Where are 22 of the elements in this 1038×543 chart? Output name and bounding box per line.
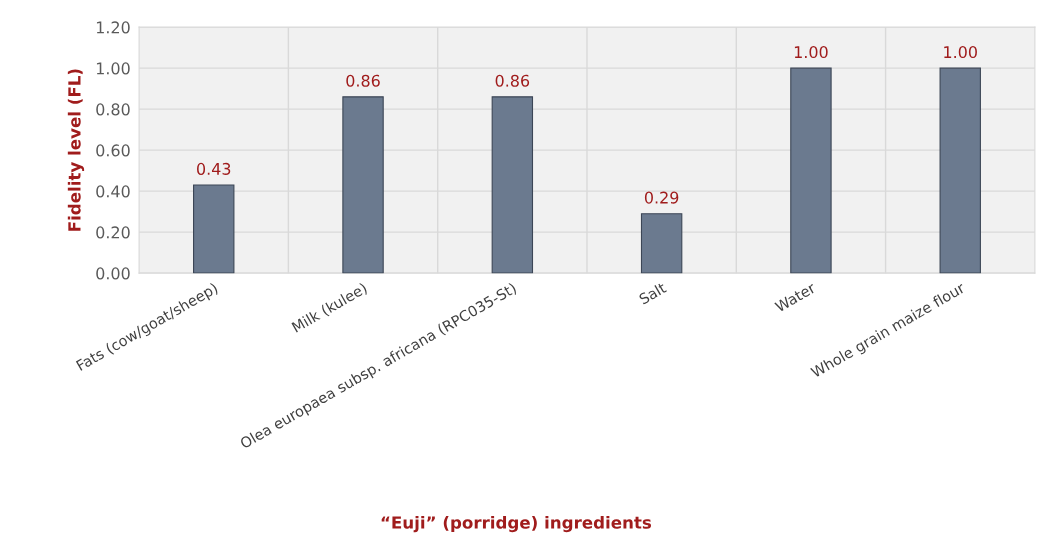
y-tick-label: 0.40	[96, 185, 130, 198]
y-tick-label: 0.20	[96, 226, 130, 239]
data-label: 1.00	[794, 46, 828, 59]
data-label: 1.00	[944, 46, 977, 59]
y-axis-title: Fidelity level (FL)	[67, 69, 85, 231]
y-tick-label: 1.20	[96, 21, 130, 34]
bar	[939, 67, 981, 274]
bar	[342, 96, 384, 274]
bar	[491, 96, 534, 274]
x-axis-title: “Euji” (porridge) ingredients	[381, 515, 652, 533]
data-label: 0.86	[495, 74, 530, 87]
bar	[193, 184, 235, 274]
data-label: 0.86	[346, 74, 380, 87]
y-tick-label: 0.80	[96, 103, 130, 116]
y-tick-label: 0.00	[96, 267, 130, 280]
data-label: 0.43	[197, 162, 231, 175]
x-tick-label: Salt	[638, 281, 667, 305]
y-tick-label: 1.00	[96, 62, 130, 75]
y-tick-label: 0.60	[96, 144, 130, 157]
data-label: 0.29	[644, 191, 679, 204]
bar	[640, 213, 683, 274]
bar	[790, 67, 832, 274]
